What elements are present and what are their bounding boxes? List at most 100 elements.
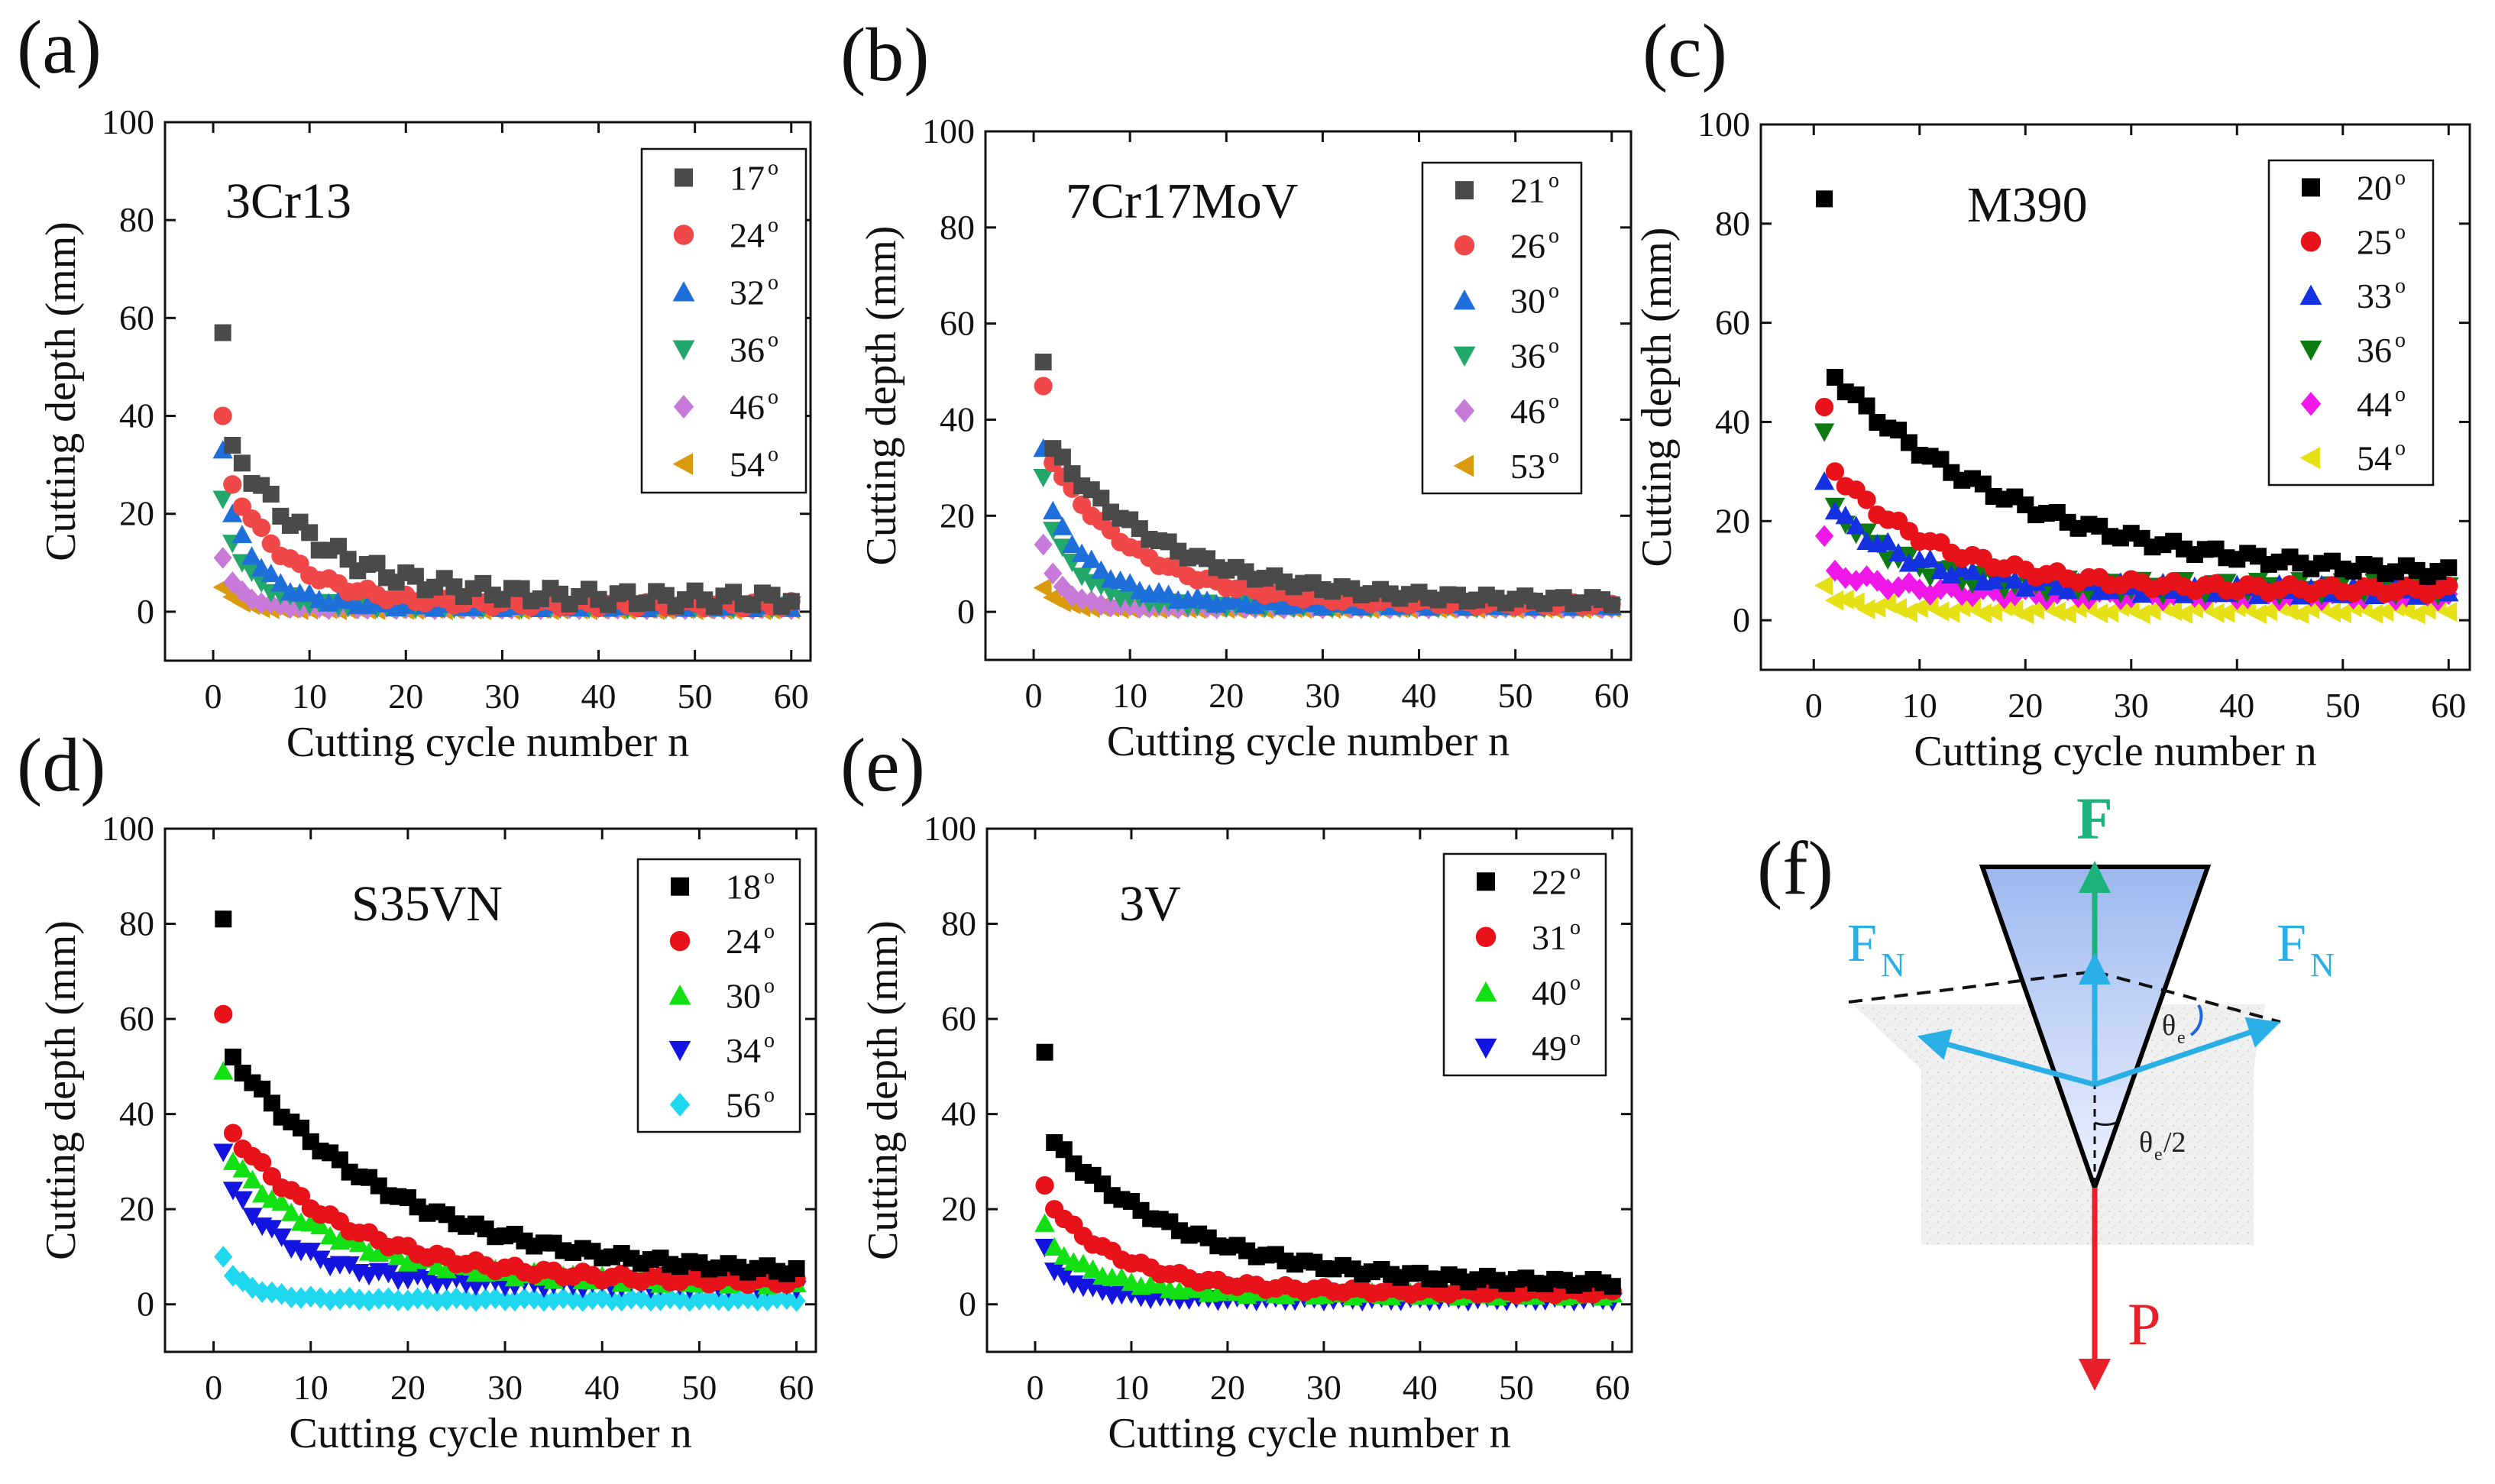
data-point: [1053, 1246, 1074, 1265]
data-point: [311, 1287, 330, 1309]
plot-frame: [163, 121, 812, 662]
dashed-surface-left: [1848, 970, 2095, 1004]
legend-label: 32: [730, 273, 765, 312]
data-point: [261, 563, 281, 583]
data-point: [1814, 471, 1835, 490]
legend-marker: [672, 281, 695, 302]
x-tick-label: 20: [388, 677, 423, 716]
legend-label: 24: [730, 216, 765, 255]
data-point: [231, 524, 253, 544]
data-point: [1962, 575, 1983, 594]
x-tick-label: 20: [1209, 676, 1244, 715]
data-point: [281, 1202, 302, 1221]
svg-text:N: N: [1881, 946, 1905, 984]
legend-label: 34: [726, 1031, 761, 1070]
x-tick-label: 40: [581, 677, 616, 716]
y-tick-label: 100: [102, 102, 154, 141]
legend-degree-mark: o: [2395, 437, 2406, 461]
data-point: [1158, 584, 1179, 603]
data-point: [252, 592, 271, 614]
material-label: M390: [1967, 177, 2088, 233]
data-point: [1824, 501, 1846, 520]
data-point: [1036, 1043, 1053, 1061]
angle-arc-theta-e: [2189, 1004, 2203, 1036]
data-point: [1092, 593, 1111, 616]
data-points: [212, 324, 801, 621]
data-point: [1052, 516, 1073, 535]
data-point: [1972, 603, 1992, 624]
legend-marker: [1454, 235, 1475, 256]
data-point: [310, 1215, 331, 1235]
y-axis-label: Cutting depth (mm): [859, 920, 907, 1260]
data-point: [2047, 577, 2068, 596]
data-point: [213, 547, 232, 569]
data-point: [1815, 525, 1834, 548]
chart-panel-d: (d) 0 20 40 60 80 100 0 10 20 30 40 50 60 Cutting cycl…: [17, 723, 817, 1457]
data-point: [232, 1191, 253, 1210]
data-point: [1033, 468, 1053, 488]
legend-degree-mark: o: [764, 1029, 775, 1052]
x-tick-label: 20: [390, 1368, 426, 1407]
data-point: [1920, 549, 1940, 568]
data-point: [224, 437, 241, 454]
data-point: [651, 1289, 670, 1311]
data-point: [2247, 603, 2267, 625]
legend-degree-mark: o: [764, 865, 775, 889]
data-point: [212, 440, 233, 459]
data-point: [241, 546, 262, 565]
data-point: [253, 1281, 272, 1303]
data-point: [1091, 560, 1112, 579]
data-point: [389, 1289, 408, 1311]
svg-text:/2: /2: [2163, 1127, 2186, 1159]
data-point: [213, 406, 232, 425]
legend-marker: [671, 877, 689, 896]
x-tick-label: 60: [1594, 676, 1629, 715]
legend-label: 30: [1510, 281, 1545, 320]
legend-label: 46: [1510, 392, 1545, 431]
legend-marker: [2299, 447, 2320, 469]
x-tick-label: 60: [1595, 1368, 1630, 1407]
data-point: [782, 593, 800, 610]
legend-marker: [1474, 981, 1497, 1002]
legend-label: 53: [1510, 447, 1545, 486]
y-tick-label: 20: [941, 1189, 976, 1228]
x-axis-label: Cutting cycle number n: [289, 1410, 691, 1457]
data-point: [379, 1287, 398, 1310]
y-tick-label: 100: [922, 112, 975, 150]
data-point: [748, 1289, 767, 1312]
data-point: [1081, 549, 1102, 568]
legend-box: [636, 858, 801, 1133]
force-FN-right-label: F N: [2277, 914, 2335, 984]
legend-marker: [673, 394, 694, 419]
x-tick-label: 60: [774, 677, 809, 716]
data-point: [1930, 601, 1950, 622]
data-point: [2364, 603, 2383, 624]
data-point: [223, 1124, 243, 1143]
y-tick-label: 40: [119, 396, 154, 435]
legend-label: 24: [726, 922, 761, 961]
x-tick-label: 0: [1026, 1368, 1044, 1407]
legend-label: 46: [730, 388, 765, 427]
data-point: [1857, 490, 1876, 509]
legend-degree-mark: o: [768, 328, 778, 352]
x-tick-label: 50: [1499, 1368, 1534, 1407]
y-tick-label: 60: [119, 298, 154, 337]
data-point: [262, 485, 280, 503]
data-point: [1835, 589, 1854, 610]
legend-marker: [672, 453, 693, 475]
force-FN-left-label: F N: [1847, 914, 1905, 984]
data-point: [293, 1119, 310, 1136]
series-18: [215, 910, 805, 1282]
data-point: [1071, 567, 1092, 587]
data-point: [261, 1220, 283, 1239]
data-point: [1846, 592, 1865, 613]
data-point: [213, 1061, 234, 1080]
chart-panel-c: (c) 0 20 40 60 80 100 0 10 20 30 40 50 60 Cutting cycl…: [1633, 8, 2471, 775]
data-point: [222, 1151, 244, 1170]
x-tick-label: 40: [2219, 686, 2254, 725]
data-point: [242, 1208, 263, 1227]
data-point: [1826, 369, 1843, 386]
legend-degree-mark: o: [1570, 916, 1581, 939]
